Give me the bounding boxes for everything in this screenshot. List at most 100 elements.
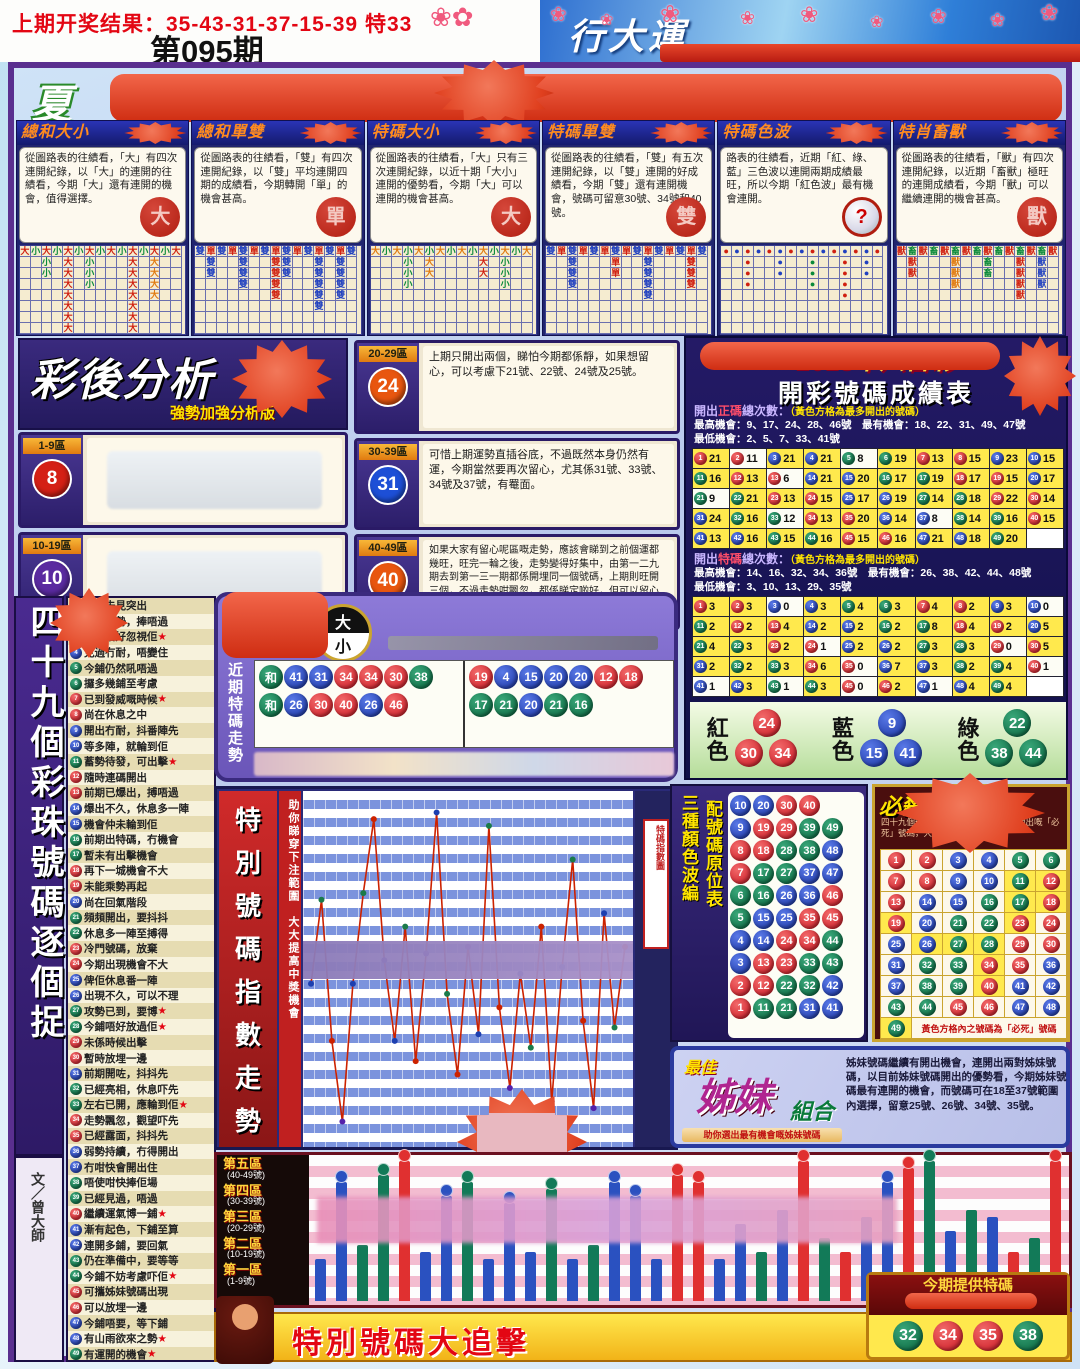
number-ball: 36 — [799, 885, 820, 906]
number-ball: 6 — [70, 677, 82, 690]
previous-draw-result: 上期开奖结果：35-43-31-37-15-39 特33 — [12, 13, 413, 36]
number-ball: 23 — [70, 942, 82, 955]
number-ball: 15 — [519, 665, 543, 689]
number-ball: 23 — [1011, 914, 1029, 932]
number-ball: 28 — [953, 492, 967, 505]
blurred-strip — [254, 752, 674, 776]
zone-bar — [567, 1259, 578, 1301]
tip-row: 25 俾佢休息番一陣 — [68, 972, 214, 988]
results-section-label: 開出特碼總次數：（黃色方格為最多開出的號碼） — [694, 552, 926, 566]
number-ball: 5 — [730, 907, 751, 929]
mascot-figure — [216, 1296, 274, 1364]
zone-ball: 24 — [370, 369, 406, 405]
number-ball: 16 — [980, 893, 998, 911]
tip-row: 49 有運開的機會 ★ — [68, 1346, 214, 1360]
count-table: 1 21 2 11 3 21 4 21 5 8 6 19 7 13 8 15 9 23 10 15 11 16 12 13 13… — [691, 448, 1065, 549]
number-ball: 47 — [1011, 998, 1029, 1016]
blurred-caption — [388, 636, 658, 650]
tip-row: 13 前期已爆出，搏唔過 — [68, 785, 214, 801]
column-text: 從圖路表的往績看，「大」有四次連開紀錄，以「大」的連開的往績看，今期「大」還有連… — [19, 147, 187, 243]
zone-range: (30-39號) — [227, 1196, 266, 1207]
number-ball: 15 — [753, 907, 774, 929]
number-ball: 36 — [879, 512, 893, 525]
red-ribbon-decor — [660, 44, 1080, 62]
kill-numbers-panel: 必殺號碼 四十九個號碼之中，挑選出最冇機會開出嘅「必死」號碼，大家可以放心剔除。… — [872, 773, 1070, 1042]
number-ball: 29 — [990, 492, 1004, 505]
number-ball: 22 — [980, 914, 998, 932]
color-map-row: 5 15 25 35 45 — [730, 907, 862, 929]
sticker-starburst — [474, 122, 537, 144]
number-ball: 33 — [768, 660, 782, 673]
number-ball: 35 — [1011, 956, 1029, 974]
number-ball: 26 — [359, 693, 383, 717]
number-ball: 10 — [70, 740, 82, 753]
sticker-censor-band — [303, 941, 633, 979]
number-ball: 20 — [544, 665, 568, 689]
number-ball: 4 — [730, 930, 751, 951]
zone-ball: 31 — [370, 467, 406, 503]
number-ball: 49 — [887, 1019, 905, 1037]
number-ball: 48 — [70, 1332, 82, 1345]
tip-row: 31 前期開咗，抖抖先 — [68, 1065, 214, 1082]
zone-range: (10-19號) — [227, 1249, 266, 1260]
number-ball: 39 — [70, 1192, 82, 1205]
luck-banner: 行大運 ❀ ❀ ❀ ❀ ❀ ❀ ❀ ❀ ❀ — [540, 0, 1080, 62]
number-ball: 44 — [918, 998, 936, 1016]
tip-row: 11 蓄勢待發，可出擊 ★ — [68, 753, 214, 770]
number-ball: 49 — [70, 1348, 82, 1360]
wave-color-label: 紅色 — [706, 715, 729, 764]
number-ball: 46 — [879, 680, 893, 693]
plum-blossom-icon: ❀ — [990, 10, 1006, 30]
number-ball: 14 — [753, 930, 774, 951]
color-map-row: 4 14 24 34 44 — [730, 930, 862, 951]
plum-blossom-icon: ❀ — [600, 12, 614, 29]
number-ball: 和 — [259, 665, 283, 689]
number-ball: 42 — [731, 680, 745, 693]
number-ball: 37 — [887, 977, 905, 995]
number-ball: 34 — [334, 665, 358, 689]
number-ball: 17 — [469, 693, 493, 717]
chart-side-slogan: 助你睇穿下注範圍 大大提高中獎機會 — [279, 791, 301, 1147]
color-map-grid: 10 20 30 40 9 19 29 39 49 8 18 28 38 48 7 17 27 37 47 6 16 26… — [728, 792, 864, 1038]
number-ball: 31 — [694, 512, 707, 525]
zone-bar — [756, 1252, 767, 1301]
number-ball: 31 — [694, 660, 707, 673]
number-ball: 15 — [70, 818, 82, 831]
zone-name: 第三區 — [223, 1209, 263, 1225]
number-ball: 8 — [953, 600, 967, 613]
number-ball: 12 — [731, 620, 745, 633]
number-ball: 25 — [70, 974, 82, 987]
number-ball: 38 — [799, 840, 820, 861]
color-map-row: 7 17 27 37 47 — [730, 862, 862, 884]
sticker-starburst — [650, 122, 713, 144]
zone-bar — [357, 1245, 368, 1301]
number-ball: 7 — [916, 452, 930, 465]
number-ball: 21 — [776, 997, 797, 1019]
sidebar-byline-box: 文／曾大師 — [14, 1156, 64, 1362]
zone-bar — [777, 1210, 788, 1301]
number-ball: 12 — [594, 665, 618, 689]
color-map-row: 3 13 23 33 43 — [730, 952, 862, 974]
number-ball: 20 — [519, 693, 543, 717]
column-text: 從圖路表的往績看，「雙」有五次連開紀錄，以「雙」連開的好成績看，今期「雙」還有連… — [544, 147, 713, 243]
zone-bar — [420, 1252, 431, 1301]
number-ball: 11 — [694, 620, 707, 633]
number-ball: 22 — [776, 975, 797, 996]
number-ball: 34 — [980, 956, 998, 974]
count-table: 1 3 2 3 3 0 4 3 5 4 6 3 7 4 8 2 9 3 10 0 11 2 12 2 13 4 14 2 15 2 16 2 1… — [691, 596, 1065, 697]
tip-row: 47 今鋪唔要，等下鋪 — [68, 1315, 214, 1331]
number-ball: 42 — [1042, 977, 1060, 995]
number-ball: 34 — [70, 1114, 82, 1127]
tip-row: 10 等多陣，就輪到佢 — [68, 738, 214, 754]
number-ball: 28 — [776, 840, 797, 861]
color-map-title-1: 三種顏色波編 — [679, 794, 698, 902]
number-ball: 46 — [980, 998, 998, 1016]
road-grid: 大小大小大小大小大小大小大小大小小小大大大大小小小 — [369, 245, 537, 335]
number-ball: 24 — [776, 930, 797, 951]
number-ball: 19 — [990, 472, 1004, 485]
number-ball: 27 — [70, 1005, 82, 1018]
column-title: 特碼色波 — [718, 121, 890, 145]
sticker-starburst — [825, 122, 888, 144]
number-ball: 31 — [887, 956, 905, 974]
trend-vertical-label: 近期特碼走勢 — [226, 662, 243, 764]
